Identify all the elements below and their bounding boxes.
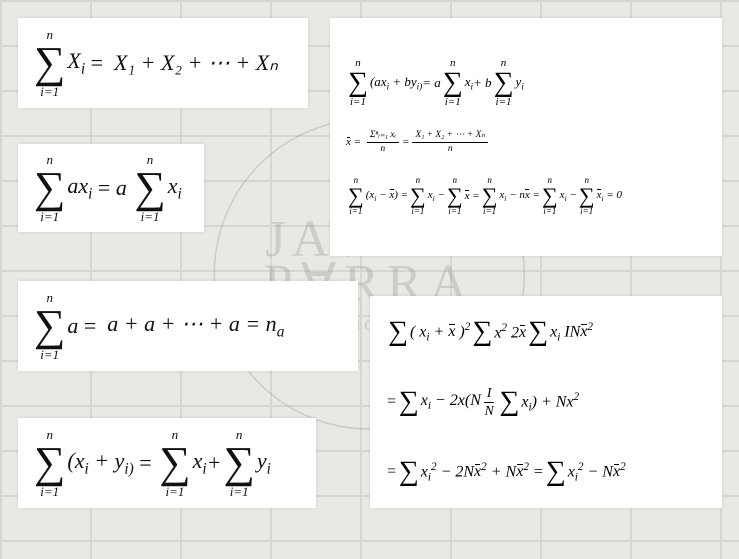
eq-line-2: x = Σⁿᵢ₌₁ xᵢn = X₁ + X₂ + ⋯ + Xₙn	[346, 130, 622, 154]
sigma-icon: n∑i=1	[447, 176, 463, 216]
equation-block: ∑ ( xi + x )2 ∑ x2 2x ∑ xi INx2 = ∑ xi −…	[386, 307, 626, 497]
equation-block: n∑i=1 (axi + byi) = a n∑i=1 xi + b n∑i=1…	[346, 58, 622, 216]
lhs-var: Xi	[67, 48, 85, 78]
eq-line-1: n∑i=1 (axi + byi) = a n∑i=1 xi + b n∑i=1…	[346, 58, 622, 108]
plus: +	[207, 450, 222, 476]
sigma-icon: ∑	[388, 307, 408, 357]
lhs: a	[67, 313, 78, 339]
sigma-icon: n∑i=1	[482, 176, 498, 216]
sigma-icon: n∑i=1	[223, 428, 254, 498]
sigma-icon: ∑	[499, 377, 519, 427]
equals: =	[85, 50, 114, 76]
rhs: a + a + ⋯ + a = na	[107, 311, 284, 341]
equals: = a	[92, 175, 132, 201]
sigma-icon: n∑i=1	[134, 153, 165, 223]
formula-card-derivations-1: n∑i=1 (axi + byi) = a n∑i=1 xi + b n∑i=1…	[330, 18, 722, 256]
rhs2: yi	[257, 448, 271, 478]
equation: n ∑ i=1 Xi = X₁ + X₂ + ⋯ + Xₙ	[32, 28, 278, 98]
eq-line-2: = ∑ xi − 2x(N IN ∑ xi) + Nx2	[386, 377, 626, 427]
formula-card-constant-factor: n∑i=1 axi = a n∑i=1 xi	[18, 144, 204, 232]
sigma-icon: n∑i=1	[494, 58, 514, 108]
sigma-icon: n∑i=1	[34, 153, 65, 223]
sigma-icon: n∑i=1	[542, 176, 558, 216]
eq-line-3: = ∑ xi2 − 2Nx2 + Nx2 = ∑ xi2 − Nx2	[386, 447, 626, 497]
eq-line-3: n∑i=1 (xi − x) = n∑i=1 xi − n∑i=1 x = n∑…	[346, 176, 622, 216]
eq-line-1: ∑ ( xi + x )2 ∑ x2 2x ∑ xi INx2	[386, 307, 626, 357]
sigma-icon: n∑i=1	[34, 291, 65, 361]
equation: n∑i=1 (xi + yi) = n∑i=1 xi + n∑i=1 yi	[32, 428, 271, 498]
equals: =	[134, 450, 157, 476]
sigma-icon: ∑	[399, 447, 419, 497]
sigma-icon: ∑	[472, 307, 492, 357]
lhs: axi	[67, 173, 92, 203]
sigma-icon: n∑i=1	[348, 58, 368, 108]
sigma-icon: ∑	[546, 447, 566, 497]
equals: =	[78, 313, 107, 339]
sigma-icon: n ∑ i=1	[34, 28, 65, 98]
equation: n∑i=1 axi = a n∑i=1 xi	[32, 153, 182, 223]
sigma-icon: n∑i=1	[34, 428, 65, 498]
sigma-icon: n∑i=1	[443, 58, 463, 108]
formula-card-sum-expansion: n ∑ i=1 Xi = X₁ + X₂ + ⋯ + Xₙ	[18, 18, 308, 108]
equation: n∑i=1 a = a + a + ⋯ + a = na	[32, 291, 284, 361]
sigma-icon: n∑i=1	[348, 176, 364, 216]
sigma-icon: n∑i=1	[159, 428, 190, 498]
sigma-icon: n∑i=1	[579, 176, 595, 216]
formula-card-derivations-2: ∑ ( xi + x )2 ∑ x2 2x ∑ xi INx2 = ∑ xi −…	[370, 296, 722, 508]
sigma-icon: ∑	[399, 377, 419, 427]
sigma-icon: ∑	[528, 307, 548, 357]
rhs1: xi	[193, 448, 207, 478]
rhs: X₁ + X₂ + ⋯ + Xₙ	[114, 50, 278, 76]
formula-card-constant-sum: n∑i=1 a = a + a + ⋯ + a = na	[18, 281, 358, 371]
lhs: (xi + yi)	[67, 448, 133, 478]
formula-card-linearity: n∑i=1 (xi + yi) = n∑i=1 xi + n∑i=1 yi	[18, 418, 316, 508]
sigma-icon: n∑i=1	[410, 176, 426, 216]
rhs: xi	[168, 173, 182, 203]
